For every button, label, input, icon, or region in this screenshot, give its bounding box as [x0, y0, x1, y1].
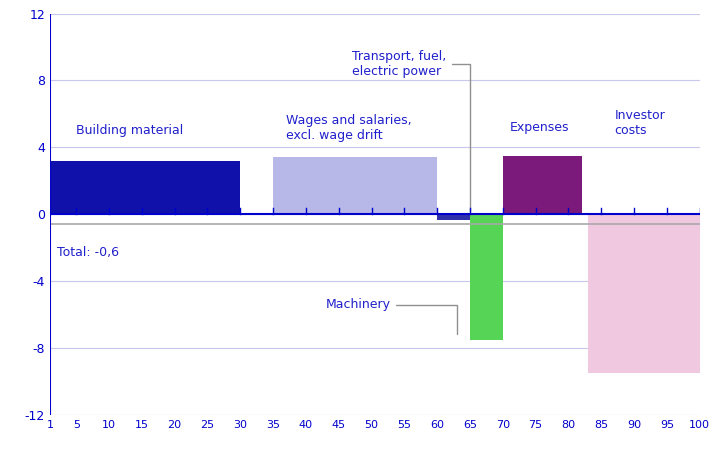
Text: Transport, fuel,
electric power: Transport, fuel, electric power [352, 51, 470, 212]
Bar [273, 157, 437, 214]
Bar [50, 161, 241, 214]
Bar [470, 214, 503, 340]
Bar [503, 156, 582, 214]
Bar [588, 214, 700, 373]
Text: Total: -0,6: Total: -0,6 [56, 246, 119, 259]
Text: Investor
costs: Investor costs [615, 109, 665, 137]
Text: Wages and salaries,
excl. wage drift: Wages and salaries, excl. wage drift [286, 114, 412, 142]
Text: Machinery: Machinery [326, 298, 457, 334]
Text: Building material: Building material [76, 124, 183, 137]
Bar [437, 214, 470, 220]
Text: Expenses: Expenses [509, 120, 569, 133]
